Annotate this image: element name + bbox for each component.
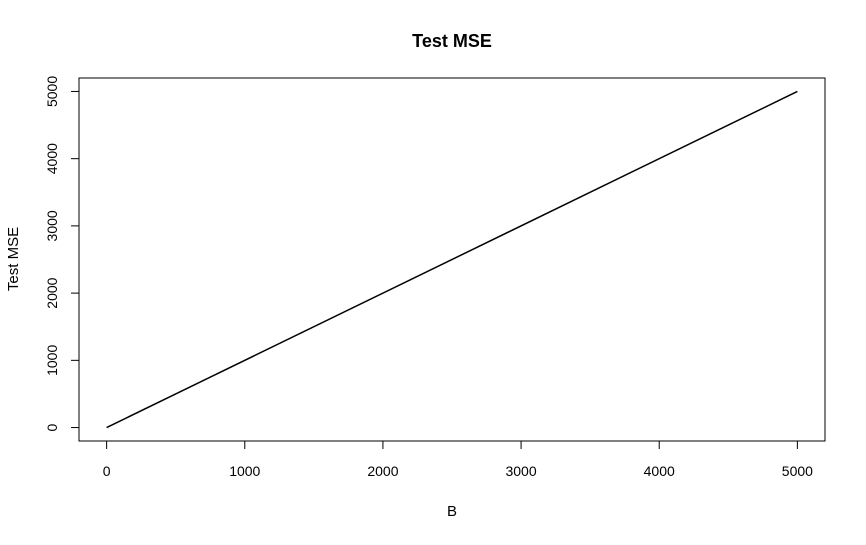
x-tick-label: 3000 xyxy=(505,463,536,479)
x-axis: 0 1000 2000 3000 4000 5000 xyxy=(103,440,813,479)
y-tick-label: 0 xyxy=(44,423,60,431)
y-tick-label: 1000 xyxy=(44,345,60,376)
y-tick-label: 5000 xyxy=(44,76,60,107)
y-tick-label: 3000 xyxy=(44,210,60,241)
x-tick-label: 1000 xyxy=(229,463,260,479)
y-axis-label: Test MSE xyxy=(5,227,22,291)
x-axis-label: B xyxy=(447,503,457,520)
x-tick-label: 5000 xyxy=(782,463,813,479)
series-layer xyxy=(106,90,798,429)
y-tick-label: 4000 xyxy=(44,143,60,174)
x-tick-label: 0 xyxy=(103,463,111,479)
y-axis: 0 1000 2000 3000 4000 5000 xyxy=(44,76,80,431)
y-tick-label: 2000 xyxy=(44,277,60,308)
chart-title: Test MSE xyxy=(412,31,492,51)
series-line-0 xyxy=(106,90,798,429)
x-tick-label: 4000 xyxy=(644,463,675,479)
x-tick-label: 2000 xyxy=(367,463,398,479)
